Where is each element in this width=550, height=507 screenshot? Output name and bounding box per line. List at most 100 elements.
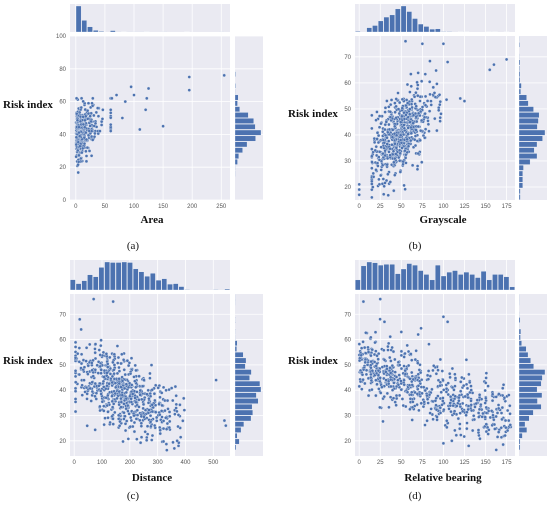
scatter-point [116, 361, 120, 365]
scatter-point [152, 392, 157, 396]
scatter-point [73, 374, 78, 379]
scatter-point [441, 396, 445, 400]
x-tick-label: 300 [153, 460, 164, 466]
top-hist-bar [115, 262, 122, 291]
scatter-point [141, 384, 145, 388]
top-hist-bar [440, 275, 447, 291]
scatter-point [405, 390, 410, 394]
scatter-point [84, 130, 88, 135]
scatter-point [359, 353, 363, 357]
scatter-point [100, 400, 105, 404]
top-hist-bar [400, 5, 407, 33]
scatter-point [413, 143, 418, 148]
x-tick-label: 100 [438, 204, 449, 210]
scatter-point [438, 102, 442, 107]
x-tick-label: 150 [158, 204, 169, 210]
scatter-point [505, 428, 510, 433]
scatter-point [141, 402, 146, 407]
scatter-point [360, 387, 364, 391]
scatter-point [152, 423, 157, 428]
scatter-point [415, 86, 420, 91]
scatter-point [410, 405, 415, 410]
scatter-point [115, 396, 119, 401]
right-hist-bar [518, 375, 543, 381]
scatter-point [435, 128, 439, 133]
scatter-point [114, 93, 119, 97]
scatter-point [85, 397, 89, 401]
scatter-point [385, 391, 390, 396]
scatter-point [493, 427, 497, 431]
y-tick-label: 100 [56, 34, 67, 40]
scatter-point [98, 129, 102, 133]
scatter-point [410, 370, 414, 375]
scatter-point [363, 360, 367, 365]
scatter-point [84, 159, 89, 164]
scatter-point [388, 395, 393, 399]
ylabel-b: Risk index [288, 108, 338, 120]
right-hist-bar [234, 392, 257, 398]
scatter-point [490, 398, 495, 403]
scatter-point [76, 140, 81, 144]
scatter-point [405, 343, 409, 348]
scatter-point [484, 381, 488, 385]
x-tick-label: 175 [502, 460, 513, 466]
scatter-point [373, 330, 378, 334]
scatter-point [502, 396, 507, 400]
scatter-point [450, 439, 454, 443]
y-tick-label: 50 [344, 107, 351, 113]
scatter-point [126, 363, 131, 368]
panel-a: 0 50 100 150 200 250 0 20 40 60 80 100 [56, 4, 263, 210]
scatter-point [472, 414, 476, 418]
right-hist-bar [234, 404, 253, 410]
scatter-point [408, 407, 412, 411]
y-tick-label: 20 [59, 165, 66, 171]
right-hist-bar [234, 135, 256, 142]
scatter-point [488, 68, 492, 72]
right-hist-bar [234, 421, 245, 427]
scatter-point [449, 398, 453, 402]
y-tick-label: 30 [344, 414, 351, 420]
scatter-point [102, 368, 107, 373]
scatter-point [159, 409, 164, 413]
scatter-point [418, 138, 422, 143]
scatter-point [377, 182, 382, 187]
xlabel-d: Relative bearing [404, 472, 482, 484]
scatter-point [460, 375, 464, 380]
x-tick-label: 25 [377, 460, 384, 466]
scatter-point [397, 159, 402, 163]
scatter-point [420, 160, 424, 164]
top-hist-bar [173, 283, 179, 291]
scatter-point [167, 387, 171, 392]
scatter-point [396, 360, 401, 364]
scatter-point [410, 163, 415, 168]
scatter-point [119, 400, 124, 404]
right-hist-bar [518, 352, 529, 358]
scatter-point [370, 368, 375, 373]
scatter-point [416, 384, 421, 388]
scatter-point [434, 372, 439, 376]
scatter-point [158, 395, 162, 399]
scatter-point [150, 409, 155, 414]
scatter-point [458, 389, 463, 393]
top-hist-bar [70, 279, 76, 291]
x-tick-label: 500 [208, 460, 219, 466]
scatter-point [79, 327, 83, 332]
scatter-point [371, 175, 376, 179]
y-tick-label: 70 [59, 312, 66, 318]
scatter-point [380, 163, 385, 167]
scatter-point [402, 364, 406, 368]
scatter-point [440, 403, 444, 407]
scatter-point [382, 348, 386, 352]
scatter-point [376, 368, 381, 373]
scatter-point [438, 380, 443, 384]
scatter-point [457, 399, 461, 403]
scatter-point [393, 101, 397, 105]
scatter-point [403, 351, 407, 356]
scatter-point [474, 401, 478, 406]
scatter-point [169, 386, 174, 390]
scatter-point [83, 390, 87, 394]
right-hist-bar [234, 124, 256, 130]
scatter-point [445, 320, 450, 324]
scatter-point [404, 98, 409, 102]
scatter-point [357, 193, 361, 197]
